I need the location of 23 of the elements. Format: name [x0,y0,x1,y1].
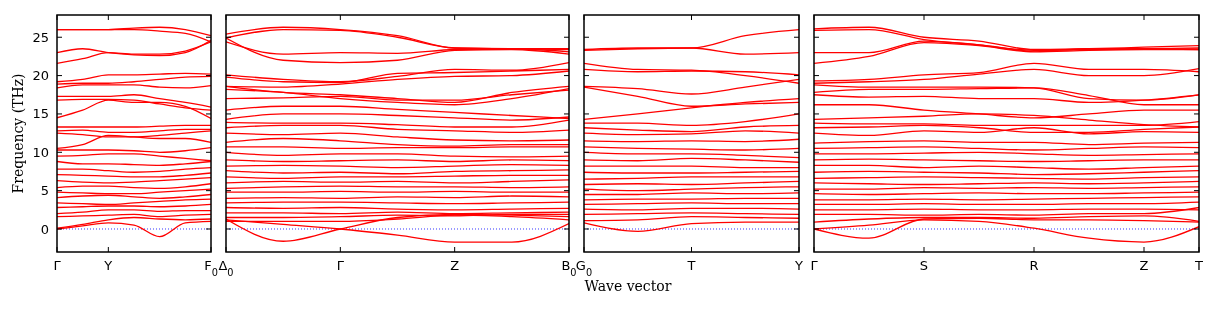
y-tick-label: 20 [32,68,49,84]
x-tick-label: B$_{0}$ [561,258,577,278]
x-tick-label: G$_{0}$ [575,258,593,278]
x-tick-label: Z [1139,258,1149,273]
x-tick-label: R [1029,258,1039,273]
y-tick-label: 15 [32,106,49,122]
y-tick-label: 25 [32,29,49,45]
y-axis-title: Frequency (THz) [10,73,26,194]
x-tick-label: Δ$_{0}$ [218,258,234,278]
x-tick-label: F$_{0}$ [204,258,218,278]
x-tick-label: Y [103,258,113,273]
y-tick-label: 5 [40,183,49,199]
x-tick-label: Y [794,258,804,273]
x-tick-label: T [686,258,696,273]
x-tick-label: Γ [336,258,345,273]
x-tick-label: Z [450,258,460,273]
x-tick-label: Γ [810,258,819,273]
y-tick-label: 0 [40,221,49,237]
y-tick-label: 10 [32,144,49,160]
x-tick-label: T [1194,258,1204,273]
x-axis-title: Wave vector [584,278,672,294]
x-tick-label: Γ [53,258,62,273]
x-tick-label: S [919,258,929,273]
